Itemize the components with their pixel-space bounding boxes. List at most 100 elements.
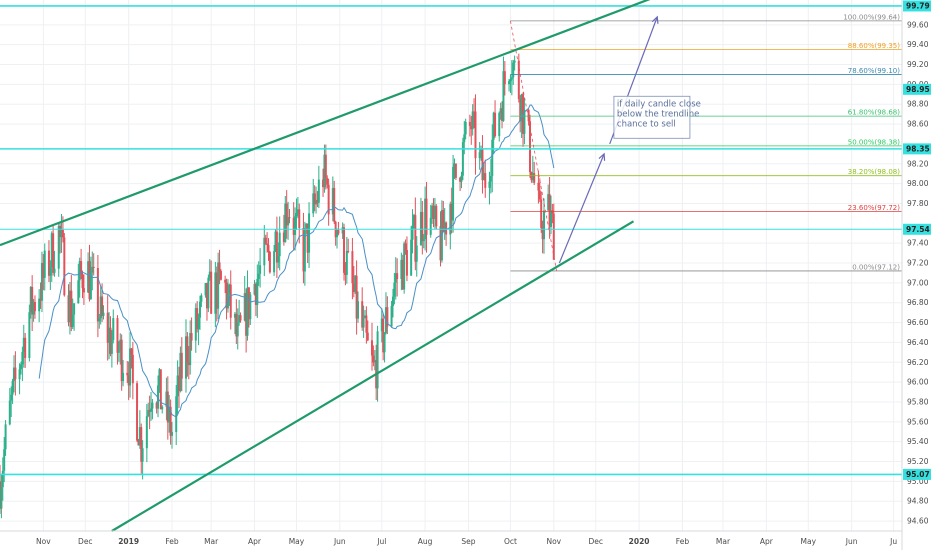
channel-trend-line[interactable]: [111, 220, 635, 532]
time-tick-label: Apr: [248, 537, 262, 546]
candle-body: [439, 226, 442, 261]
candle-body: [533, 173, 536, 183]
price-tag-label: 97.54: [906, 225, 930, 234]
candle-body: [380, 318, 383, 332]
candle-body: [207, 277, 210, 309]
candle-body: [551, 210, 554, 214]
candle-body: [519, 99, 522, 122]
candles: [0, 53, 555, 519]
candle-body: [219, 271, 222, 280]
candle-body: [401, 259, 404, 290]
candle-body: [361, 301, 364, 328]
time-tick-label: Sep: [461, 537, 475, 546]
channel-trend-line[interactable]: [0, 0, 666, 247]
candle-body: [214, 272, 217, 314]
candle-body: [120, 339, 123, 382]
fib-level-label: 23.60%(97.72): [848, 204, 900, 212]
candle-body: [249, 294, 252, 320]
candle-body: [179, 352, 182, 392]
channel-lines: [0, 0, 666, 532]
candle-body: [180, 352, 183, 379]
candle-body: [165, 391, 168, 407]
projection-arrow-line[interactable]: [558, 153, 605, 264]
candle-body: [370, 340, 373, 356]
candle-body: [57, 226, 60, 269]
candle-body: [18, 369, 21, 380]
annotation-line: chance to sell: [617, 119, 676, 129]
candle-body: [277, 256, 280, 263]
fib-trend-line[interactable]: [510, 20, 557, 272]
candle-body: [224, 279, 227, 283]
candle-body: [275, 231, 278, 263]
candle-body: [403, 243, 406, 290]
candle-body: [400, 259, 403, 279]
candle-body: [145, 416, 148, 449]
candle-body: [175, 396, 178, 433]
candle-body: [459, 177, 462, 182]
candle-body: [337, 230, 340, 234]
candle-body: [363, 315, 366, 318]
candle-body: [98, 318, 101, 322]
time-axis[interactable]: Nov Dec 2019 Feb Mar Apr May Jun Jul Aug Sep Oct Nov…: [36, 537, 897, 546]
candle-body: [238, 315, 241, 323]
candle-body: [538, 190, 541, 200]
candle-body: [480, 148, 483, 153]
candle-body: [228, 284, 231, 294]
price-tag: [903, 468, 931, 480]
candle-body: [194, 308, 197, 341]
candle-body: [508, 81, 511, 85]
candle-body: [315, 199, 318, 205]
candle-body: [298, 209, 301, 228]
candle-body: [217, 262, 220, 309]
price-tick-label: 95.80: [907, 397, 929, 406]
candle-body: [333, 187, 336, 222]
candle-body: [491, 139, 494, 176]
price-tick-label: 94.60: [907, 517, 929, 526]
price-tick-label: 94.80: [907, 497, 929, 506]
fib-level-label: 61.80%(98.68): [848, 109, 900, 117]
candle-body: [421, 211, 424, 242]
candle-body: [91, 266, 94, 273]
candle-body: [341, 227, 344, 234]
candle-body: [405, 249, 408, 276]
candle-body: [345, 250, 348, 275]
fib-level-label: 38.20%(98.08): [848, 168, 900, 176]
candle-body: [266, 243, 269, 245]
candle-body: [414, 215, 417, 262]
candle-body: [474, 111, 477, 159]
candle-body: [8, 400, 11, 425]
candle-body: [324, 154, 327, 179]
annotation-frame[interactable]: [613, 95, 691, 139]
price-tick-label: 99.20: [907, 60, 929, 69]
price-tick-label: 98.00: [907, 179, 929, 188]
candle-body: [147, 410, 150, 417]
annotation-line: if daily candle close: [617, 99, 701, 109]
candle-body: [552, 213, 555, 260]
candle-body: [204, 283, 207, 296]
candle-body: [527, 109, 530, 122]
candle-body: [450, 203, 453, 221]
candle-body: [28, 312, 31, 359]
price-tag: [903, 83, 931, 95]
price-tags: 99.79 98.95 98.35 97.54 95.07: [903, 0, 931, 480]
candle-body: [509, 79, 512, 82]
candle-body: [502, 71, 505, 121]
candle-body: [178, 375, 181, 392]
candle-body: [67, 295, 70, 323]
price-tick-label: 95.40: [907, 437, 929, 446]
candle-body: [478, 152, 481, 159]
candle-body: [171, 432, 174, 436]
candle-body: [168, 406, 171, 423]
time-tick-label: Mar: [204, 537, 219, 546]
candle-body: [89, 272, 92, 300]
candle-body: [404, 243, 407, 250]
candle-body: [513, 60, 516, 63]
price-tick-label: 98.80: [907, 100, 929, 109]
candle-body: [245, 293, 248, 336]
candle-body: [316, 199, 319, 203]
candle-body: [176, 375, 179, 397]
time-tick-label: Dec: [588, 537, 603, 546]
candle-body: [32, 301, 35, 315]
price-tag-label: 99.79: [906, 2, 930, 11]
candle-body: [365, 315, 368, 333]
